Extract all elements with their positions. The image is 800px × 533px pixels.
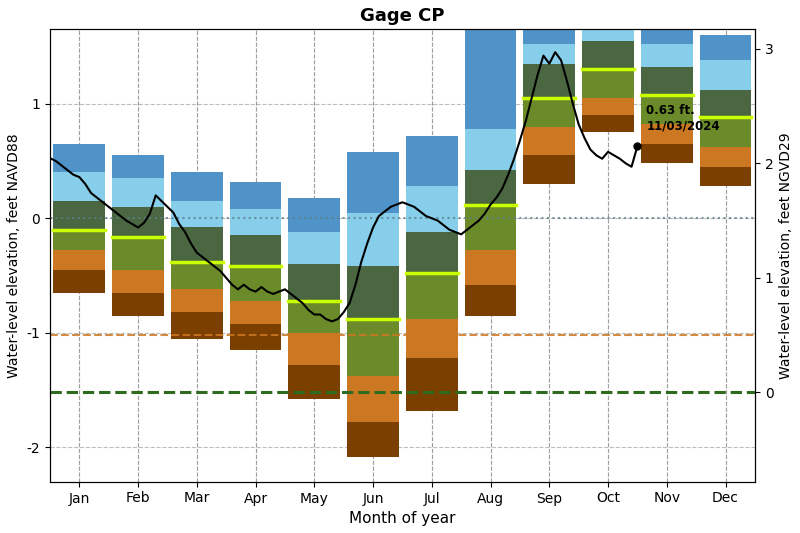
Bar: [406, 273, 458, 319]
Bar: [230, 182, 282, 209]
Bar: [289, 198, 340, 232]
Bar: [171, 289, 222, 312]
Bar: [171, 201, 222, 228]
Bar: [230, 209, 282, 236]
Bar: [112, 155, 164, 178]
Y-axis label: Water-level elevation, feet NAVD88: Water-level elevation, feet NAVD88: [7, 133, 21, 378]
Bar: [523, 98, 575, 127]
Bar: [54, 201, 105, 230]
Bar: [582, 69, 634, 98]
Bar: [289, 232, 340, 264]
Bar: [406, 232, 458, 273]
Bar: [523, 0, 575, 44]
Bar: [112, 207, 164, 237]
Title: Gage CP: Gage CP: [360, 7, 445, 25]
Bar: [54, 144, 105, 173]
Bar: [112, 237, 164, 270]
Bar: [347, 266, 399, 319]
Bar: [289, 264, 340, 301]
Bar: [523, 44, 575, 63]
Bar: [641, 67, 693, 94]
Bar: [641, 124, 693, 144]
Bar: [406, 136, 458, 186]
Bar: [406, 358, 458, 411]
Bar: [230, 266, 282, 301]
Bar: [112, 293, 164, 316]
Bar: [700, 60, 751, 90]
Bar: [582, 23, 634, 41]
Bar: [347, 422, 399, 457]
Bar: [641, 144, 693, 163]
Bar: [641, 94, 693, 124]
Bar: [289, 365, 340, 399]
Bar: [54, 230, 105, 251]
Bar: [700, 147, 751, 167]
Bar: [230, 301, 282, 324]
Bar: [347, 376, 399, 422]
Bar: [700, 35, 751, 60]
Bar: [171, 262, 222, 289]
Bar: [347, 213, 399, 266]
Bar: [230, 324, 282, 350]
Bar: [406, 319, 458, 358]
Bar: [465, 285, 517, 316]
Bar: [465, 205, 517, 251]
Bar: [54, 251, 105, 270]
Y-axis label: Water-level elevation, feet NGVD29: Water-level elevation, feet NGVD29: [779, 132, 793, 379]
Bar: [54, 270, 105, 293]
Text: 0.63 ft.
11/03/2024: 0.63 ft. 11/03/2024: [646, 104, 720, 132]
Bar: [465, 129, 517, 170]
Bar: [289, 333, 340, 365]
Bar: [112, 178, 164, 207]
Bar: [700, 117, 751, 147]
Bar: [700, 90, 751, 117]
Bar: [347, 319, 399, 376]
Bar: [465, 170, 517, 205]
Bar: [465, 251, 517, 285]
Bar: [171, 173, 222, 201]
Bar: [523, 63, 575, 98]
Bar: [347, 152, 399, 213]
Bar: [230, 236, 282, 266]
Bar: [465, 0, 517, 129]
Bar: [641, 44, 693, 67]
Bar: [582, 98, 634, 115]
X-axis label: Month of year: Month of year: [349, 511, 456, 526]
Bar: [54, 173, 105, 201]
Bar: [171, 312, 222, 338]
Bar: [700, 167, 751, 186]
Bar: [582, 41, 634, 69]
Bar: [112, 270, 164, 293]
Bar: [641, 18, 693, 44]
Bar: [171, 228, 222, 262]
Bar: [523, 127, 575, 155]
Bar: [523, 155, 575, 184]
Bar: [582, 115, 634, 132]
Bar: [582, 0, 634, 23]
Bar: [406, 186, 458, 232]
Bar: [289, 301, 340, 333]
